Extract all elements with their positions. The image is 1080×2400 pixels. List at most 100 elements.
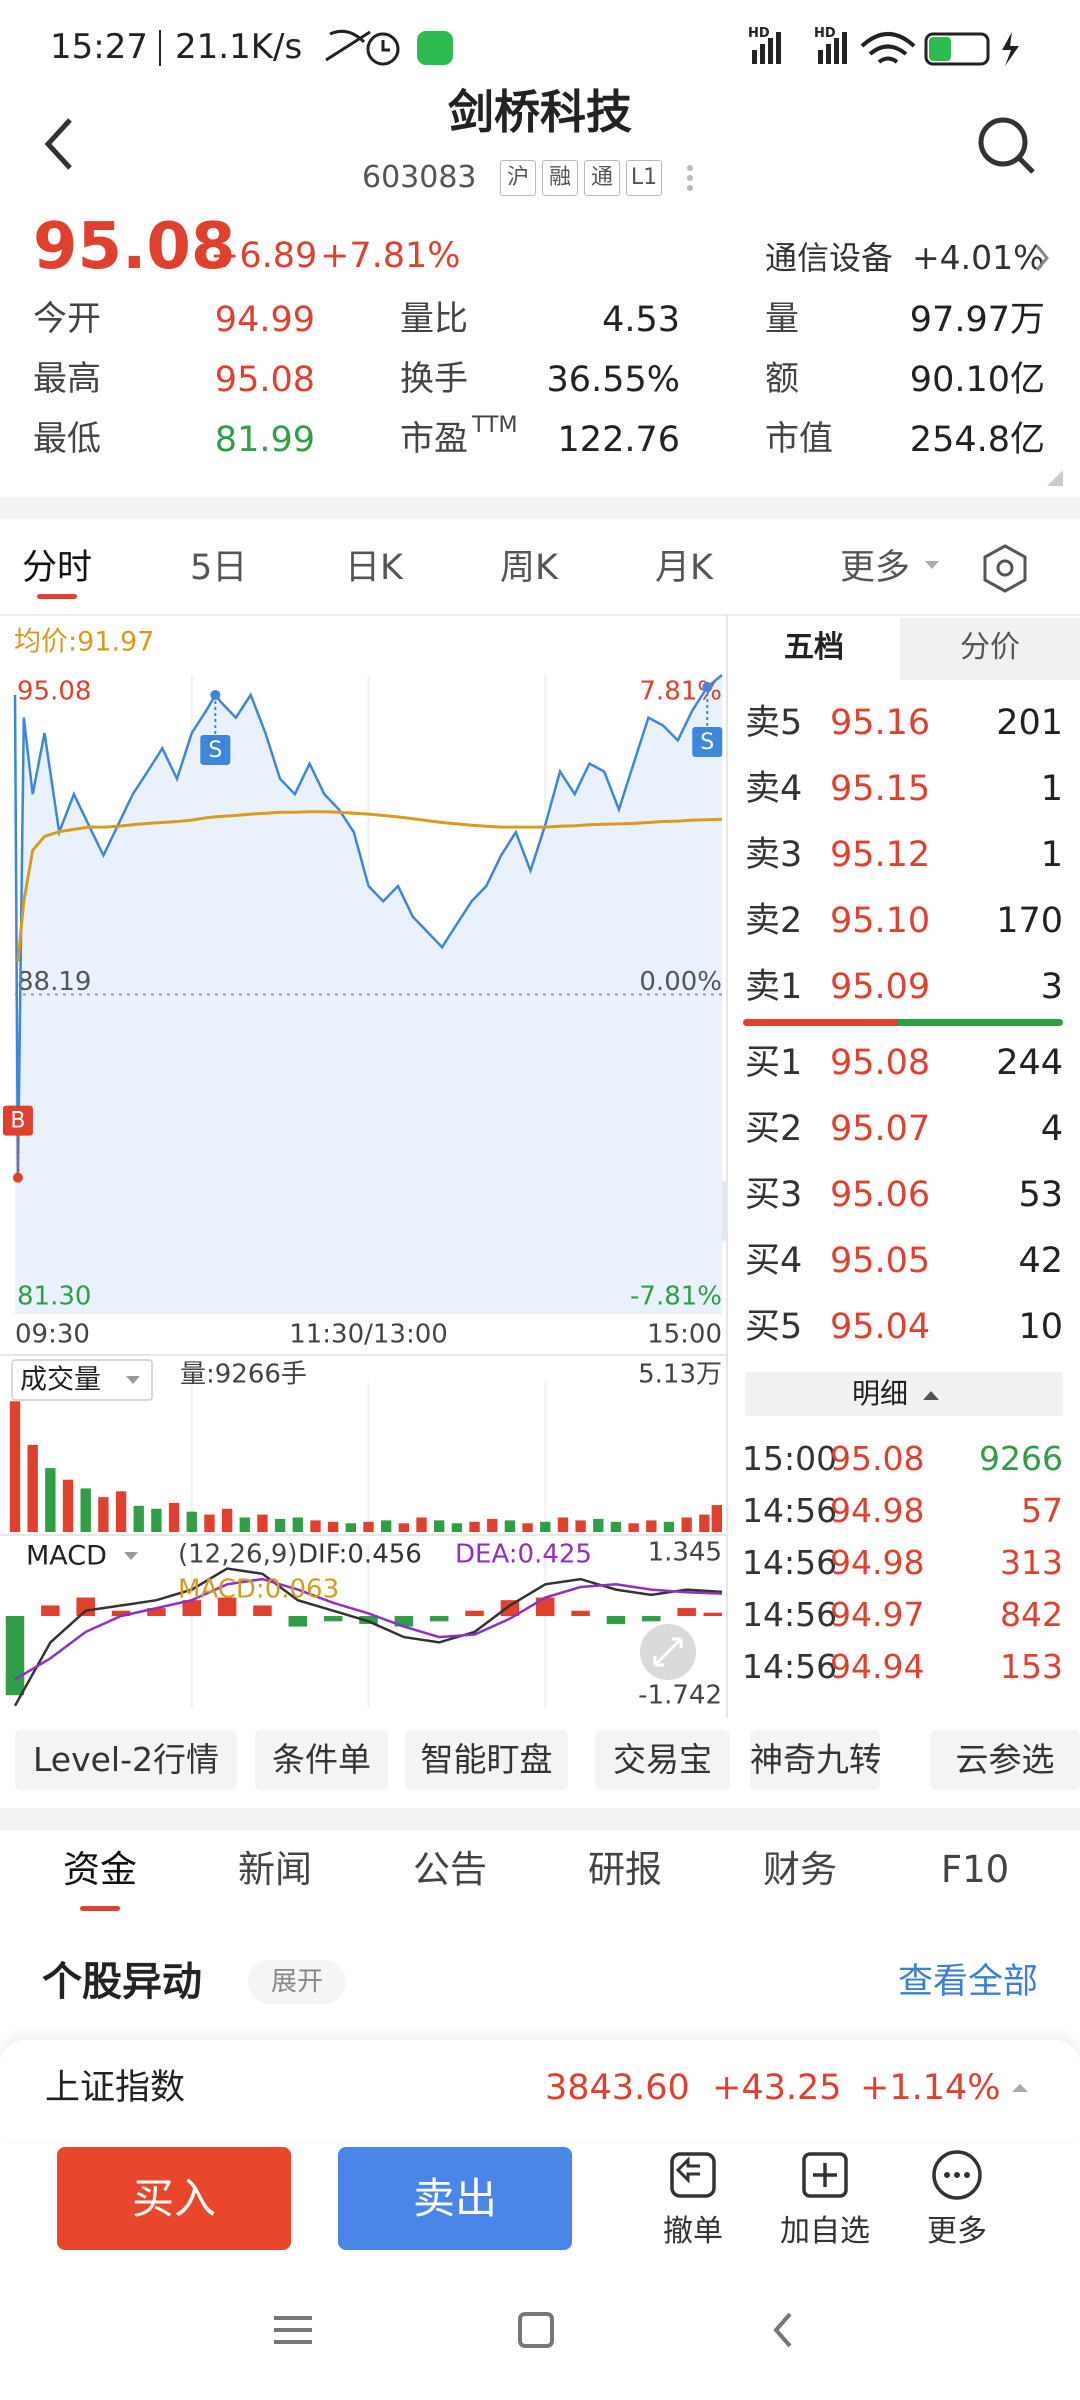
stat-value: 254.8亿 bbox=[909, 419, 1045, 460]
chart-expand-tab[interactable] bbox=[692, 1180, 726, 1242]
trade-volume: 9266 bbox=[979, 1438, 1063, 1478]
volume-bar bbox=[504, 1520, 516, 1532]
volume-bar bbox=[98, 1497, 109, 1532]
nav-bar[interactable] bbox=[274, 2312, 792, 2348]
trades-title[interactable]: 明细 bbox=[851, 1377, 908, 1411]
volume-bar bbox=[310, 1520, 321, 1532]
news-tab[interactable]: F10 bbox=[940, 1848, 1010, 1892]
book-volume: 1 bbox=[1040, 768, 1063, 809]
dropdown-caret bbox=[925, 561, 939, 569]
signal-label: HD bbox=[814, 25, 836, 41]
book-divider bbox=[898, 1019, 1063, 1026]
volume-bar bbox=[451, 1523, 463, 1532]
volume-bar bbox=[487, 1518, 498, 1532]
period-tab[interactable]: 分时 bbox=[22, 547, 93, 588]
indicator-name: MACD bbox=[26, 1541, 107, 1572]
macd-bar bbox=[5, 1616, 25, 1696]
feature-chip[interactable]: 云参选 bbox=[930, 1730, 1080, 1790]
macd-bar bbox=[323, 1616, 343, 1622]
news-tab[interactable]: 公告 bbox=[413, 1848, 487, 1892]
x-tick-label: 09:30 bbox=[15, 1320, 90, 1350]
news-tab[interactable]: 研报 bbox=[588, 1848, 662, 1892]
macd-bar bbox=[253, 1605, 272, 1617]
index-name: 上证指数 bbox=[45, 2067, 186, 2108]
tool-label[interactable]: 更多 bbox=[927, 2214, 987, 2249]
last-price: 95.08 bbox=[33, 210, 236, 285]
period-tab[interactable]: 日K bbox=[345, 547, 403, 588]
price-area bbox=[15, 675, 722, 1314]
news-tab[interactable]: 财务 bbox=[763, 1848, 837, 1892]
legend-entry: DIF:0.456 bbox=[298, 1540, 422, 1570]
volume-bar bbox=[27, 1444, 38, 1532]
macd-bar bbox=[41, 1605, 60, 1617]
book-tab[interactable]: 五档 bbox=[784, 630, 844, 665]
tool-label[interactable]: 加自选 bbox=[780, 2214, 870, 2249]
back-icon[interactable] bbox=[44, 118, 72, 170]
volume-bar bbox=[711, 1505, 722, 1532]
y-tick-label: 81.30 bbox=[17, 1282, 91, 1312]
news-tab[interactable]: 新闻 bbox=[238, 1848, 312, 1892]
sector-change[interactable]: +4.01% bbox=[912, 237, 1045, 277]
index-change: +43.25 bbox=[712, 2067, 842, 2108]
period-tab[interactable]: 月K bbox=[655, 547, 713, 588]
macd-bar bbox=[571, 1610, 590, 1617]
stat-label-sup: TTM bbox=[472, 412, 518, 438]
buy-button[interactable]: 买入 bbox=[57, 2147, 291, 2250]
macd-bar bbox=[677, 1608, 696, 1617]
more-icon[interactable] bbox=[932, 2150, 982, 2200]
stat-value: 4.53 bbox=[602, 299, 680, 340]
volume-bar bbox=[593, 1518, 604, 1532]
y2-tick-label: 0.00% bbox=[639, 967, 722, 997]
book-label: 买1 bbox=[745, 1042, 803, 1083]
stat-label: 量 bbox=[765, 299, 799, 340]
cancel-icon[interactable] bbox=[670, 2152, 716, 2198]
legend-entry: MACD:0.063 bbox=[178, 1575, 339, 1605]
trade-volume: 313 bbox=[1000, 1542, 1063, 1582]
corner-mark bbox=[1047, 470, 1063, 486]
stat-value: 97.97万 bbox=[909, 299, 1045, 340]
dropdown-caret bbox=[126, 1376, 140, 1384]
settings-icon[interactable] bbox=[983, 544, 1027, 593]
index-change-pct: +1.14% bbox=[860, 2067, 1001, 2108]
volume-bar bbox=[221, 1508, 233, 1532]
news-tab[interactable]: 资金 bbox=[63, 1848, 137, 1892]
macd-line bbox=[14, 1577, 723, 1681]
macd-bar bbox=[642, 1616, 661, 1622]
feature-chip[interactable]: Level-2行情 bbox=[15, 1730, 237, 1790]
trade-time: 14:56 bbox=[742, 1542, 838, 1582]
search-icon[interactable] bbox=[978, 117, 1035, 174]
feature-chip[interactable]: 条件单 bbox=[255, 1730, 388, 1790]
book-volume: 10 bbox=[1018, 1306, 1063, 1347]
book-price: 95.12 bbox=[830, 834, 931, 875]
period-tab[interactable]: 周K bbox=[500, 547, 558, 588]
stat-value: 81.99 bbox=[214, 419, 315, 460]
volume-bar bbox=[292, 1517, 303, 1532]
book-label: 卖5 bbox=[745, 702, 803, 743]
book-tab[interactable]: 分价 bbox=[960, 630, 1020, 665]
book-tab-bg bbox=[900, 618, 1080, 680]
period-tab[interactable]: 5日 bbox=[190, 547, 248, 588]
tool-label[interactable]: 撤单 bbox=[663, 2214, 723, 2249]
feature-chip[interactable]: 神奇九转 bbox=[750, 1730, 880, 1790]
legend-entry: DEA:0.425 bbox=[455, 1540, 592, 1570]
y-tick-label: -1.742 bbox=[638, 1681, 722, 1711]
expand-chip[interactable]: 展开 bbox=[248, 1960, 346, 2004]
book-price: 95.08 bbox=[830, 1042, 931, 1083]
period-tab[interactable]: 更多 bbox=[840, 547, 911, 588]
watchlist-icon[interactable] bbox=[802, 2152, 848, 2198]
sell-button[interactable]: 卖出 bbox=[338, 2147, 572, 2250]
feature-chip[interactable]: 交易宝 bbox=[595, 1730, 730, 1790]
trade-time: 14:56 bbox=[742, 1646, 838, 1686]
market-tag: 沪 bbox=[500, 160, 536, 196]
fullscreen-icon[interactable] bbox=[640, 1624, 696, 1680]
feature-chip[interactable]: 智能盯盘 bbox=[405, 1730, 568, 1790]
book-price: 95.09 bbox=[830, 966, 931, 1007]
book-volume: 53 bbox=[1018, 1174, 1063, 1215]
market-tag: 通 bbox=[584, 160, 620, 196]
x-tick-label: 15:00 bbox=[647, 1320, 722, 1350]
volume-bar bbox=[239, 1517, 250, 1532]
y-tick-label: 95.08 bbox=[17, 677, 91, 707]
view-all-link[interactable]: 查看全部 bbox=[897, 1961, 1038, 2002]
price-change-pct: +7.81% bbox=[320, 235, 461, 276]
